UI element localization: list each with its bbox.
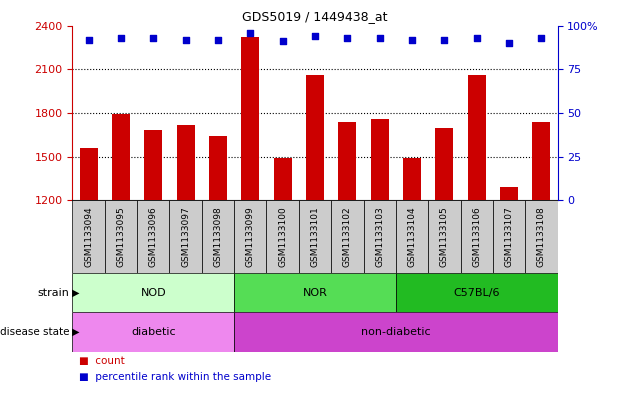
Title: GDS5019 / 1449438_at: GDS5019 / 1449438_at <box>243 10 387 23</box>
Bar <box>403 158 421 200</box>
Text: GSM1133104: GSM1133104 <box>408 206 416 267</box>
Point <box>116 35 126 41</box>
Text: ▶: ▶ <box>72 288 79 298</box>
Bar <box>209 136 227 200</box>
Bar <box>137 200 169 273</box>
Text: GSM1133100: GSM1133100 <box>278 206 287 267</box>
Text: GSM1133097: GSM1133097 <box>181 206 190 267</box>
Text: GSM1133099: GSM1133099 <box>246 206 255 267</box>
Text: non-diabetic: non-diabetic <box>361 327 431 337</box>
Text: disease state: disease state <box>0 327 69 337</box>
Point <box>439 37 449 43</box>
Bar <box>306 75 324 200</box>
Point <box>472 35 482 41</box>
Bar <box>144 130 162 200</box>
Bar <box>105 200 137 273</box>
Bar <box>80 148 98 200</box>
Bar <box>396 200 428 273</box>
Text: NOR: NOR <box>302 288 328 298</box>
Bar <box>435 128 453 200</box>
Point <box>213 37 223 43</box>
Bar <box>72 312 234 352</box>
Text: GSM1133102: GSM1133102 <box>343 206 352 267</box>
Text: GSM1133095: GSM1133095 <box>117 206 125 267</box>
Text: ▶: ▶ <box>72 327 79 337</box>
Text: GSM1133101: GSM1133101 <box>311 206 319 267</box>
Bar <box>234 273 396 312</box>
Text: GSM1133096: GSM1133096 <box>149 206 158 267</box>
Point <box>310 33 320 39</box>
Text: strain: strain <box>37 288 69 298</box>
Bar <box>371 119 389 200</box>
Text: GSM1133103: GSM1133103 <box>375 206 384 267</box>
Point <box>375 35 385 41</box>
Point <box>181 37 191 43</box>
Text: ■  count: ■ count <box>79 356 125 366</box>
Point <box>278 38 288 44</box>
Bar <box>299 200 331 273</box>
Bar <box>428 200 461 273</box>
Bar <box>112 114 130 200</box>
Point <box>407 37 417 43</box>
Bar <box>72 200 105 273</box>
Point <box>245 29 255 36</box>
Point <box>84 37 94 43</box>
Text: NOD: NOD <box>140 288 166 298</box>
Bar <box>525 200 558 273</box>
Bar <box>241 37 259 200</box>
Bar <box>532 122 550 200</box>
Bar <box>234 312 558 352</box>
Text: GSM1133108: GSM1133108 <box>537 206 546 267</box>
Bar <box>234 200 266 273</box>
Bar <box>493 200 525 273</box>
Bar <box>461 200 493 273</box>
Point <box>148 35 158 41</box>
Text: GSM1133105: GSM1133105 <box>440 206 449 267</box>
Bar <box>338 122 356 200</box>
Text: ■  percentile rank within the sample: ■ percentile rank within the sample <box>79 372 271 382</box>
Bar <box>169 200 202 273</box>
Text: GSM1133094: GSM1133094 <box>84 206 93 267</box>
Bar <box>500 187 518 200</box>
Text: C57BL/6: C57BL/6 <box>454 288 500 298</box>
Point <box>504 40 514 46</box>
Text: diabetic: diabetic <box>131 327 176 337</box>
Bar <box>177 125 195 200</box>
Point <box>536 35 546 41</box>
Bar <box>468 75 486 200</box>
Bar <box>331 200 364 273</box>
Bar <box>396 273 558 312</box>
Text: GSM1133107: GSM1133107 <box>505 206 513 267</box>
Bar <box>72 273 234 312</box>
Point <box>342 35 352 41</box>
Text: GSM1133098: GSM1133098 <box>214 206 222 267</box>
Bar <box>274 158 292 200</box>
Bar <box>202 200 234 273</box>
Bar <box>364 200 396 273</box>
Bar <box>266 200 299 273</box>
Text: GSM1133106: GSM1133106 <box>472 206 481 267</box>
